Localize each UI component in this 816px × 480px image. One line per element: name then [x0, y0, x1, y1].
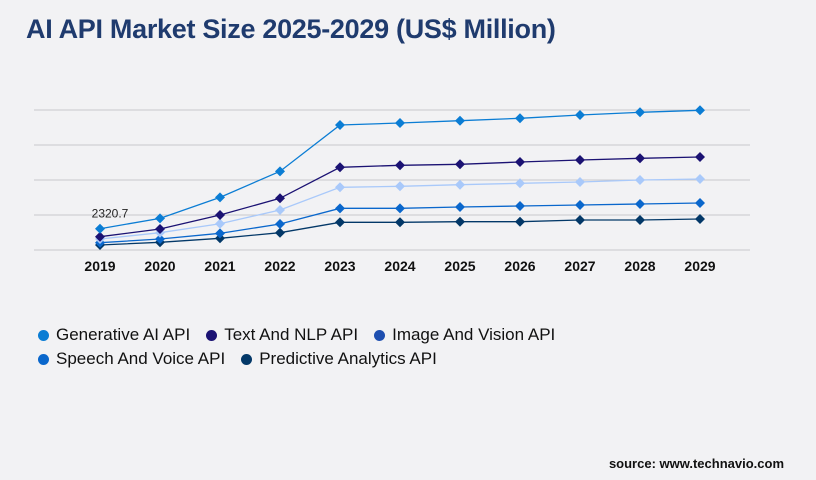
line-chart: 2019 2020 2021 2022 2023 2024 2025 2026 2027 2028… — [34, 105, 750, 274]
legend-item-image-vision[interactable]: Image And Vision API — [374, 325, 555, 345]
legend-item-generative-ai[interactable]: Generative AI API — [38, 325, 190, 345]
data-point — [575, 200, 585, 210]
data-point — [455, 159, 465, 170]
legend-label: Speech And Voice API — [56, 349, 226, 368]
data-point — [95, 223, 105, 234]
data-point — [275, 193, 285, 204]
data-point — [695, 105, 705, 116]
data-point — [335, 217, 345, 228]
x-tick-label: 2027 — [564, 258, 595, 274]
data-point — [275, 205, 285, 215]
data-point — [95, 231, 105, 242]
data-point — [155, 213, 165, 224]
data-point — [335, 120, 345, 130]
data-point — [395, 203, 405, 214]
data-point — [395, 217, 405, 228]
data-point — [515, 201, 525, 211]
data-point — [635, 215, 645, 225]
legend-marker — [38, 329, 49, 341]
data-point — [335, 182, 345, 193]
legend-label: Predictive Analytics API — [259, 349, 437, 368]
data-point — [215, 210, 225, 220]
data-point — [515, 157, 525, 167]
legend-item-predictive-analytics[interactable]: Predictive Analytics API — [241, 349, 437, 369]
legend-label: Text And NLP API — [224, 325, 359, 344]
x-tick-label: 2019 — [84, 258, 115, 274]
data-point — [395, 160, 405, 171]
data-point — [695, 214, 705, 224]
legend-item-speech-voice[interactable]: Speech And Voice API — [38, 349, 225, 369]
data-point — [455, 179, 465, 190]
x-tick-label: 2029 — [684, 258, 715, 274]
data-point — [695, 174, 705, 184]
x-tick-label: 2028 — [624, 258, 655, 274]
chart-title: AI API Market Size 2025-2029 (US$ Millio… — [26, 14, 556, 44]
data-point — [515, 178, 525, 189]
data-point — [695, 198, 705, 208]
x-tick-label: 2020 — [144, 258, 175, 274]
data-point — [695, 152, 705, 162]
data-point — [275, 227, 285, 238]
legend-marker — [374, 329, 386, 341]
data-point — [635, 199, 645, 209]
data-point — [635, 107, 645, 118]
data-point — [455, 216, 465, 227]
data-point — [335, 162, 345, 173]
x-tick-label: 2022 — [264, 258, 295, 274]
legend: Generative AI API Text And NLP API Image… — [38, 323, 638, 371]
data-point — [395, 181, 405, 192]
legend-label: Generative AI API — [56, 325, 191, 344]
legend-marker — [241, 353, 253, 365]
data-point — [455, 202, 465, 212]
data-point — [575, 177, 585, 187]
data-point — [575, 110, 585, 120]
data-point — [335, 203, 345, 214]
data-point — [215, 192, 225, 203]
data-point — [155, 234, 165, 244]
x-tick-label: 2026 — [504, 258, 535, 274]
legend-marker — [206, 329, 218, 341]
data-point — [455, 115, 465, 126]
legend-item-text-nlp[interactable]: Text And NLP API — [206, 325, 358, 345]
data-point — [515, 216, 525, 227]
legend-marker — [38, 353, 49, 365]
data-point — [575, 155, 585, 165]
data-label: 2320.7 — [92, 207, 129, 221]
x-tick-label: 2021 — [204, 258, 235, 274]
source-text: source: www.technavio.com — [608, 456, 784, 471]
data-point — [215, 228, 225, 239]
data-point — [515, 113, 525, 124]
data-point — [215, 218, 225, 229]
data-point — [575, 215, 585, 225]
legend-label: Image And Vision API — [392, 325, 556, 344]
data-point — [275, 166, 285, 177]
data-point — [635, 153, 645, 164]
data-point — [395, 118, 405, 128]
x-tick-label: 2025 — [444, 258, 475, 274]
data-point — [275, 219, 285, 229]
data-point — [155, 224, 165, 234]
x-tick-label: 2023 — [324, 258, 355, 274]
x-tick-label: 2024 — [384, 258, 415, 274]
data-point — [635, 175, 645, 185]
